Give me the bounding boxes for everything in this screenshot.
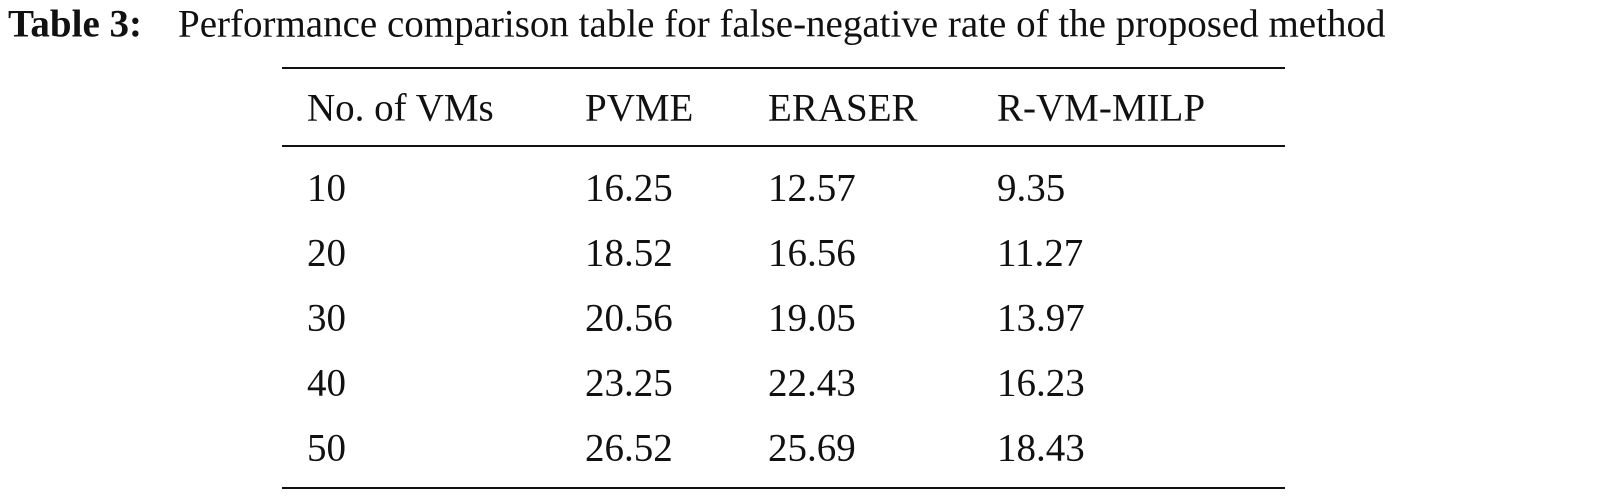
table-cell: 20.56 [585, 296, 673, 340]
table-cell: 19.05 [768, 296, 856, 340]
header-cell: PVME [585, 86, 694, 130]
table-cell: 11.27 [997, 231, 1084, 275]
table-cell: 16.56 [768, 231, 856, 275]
table-cell: 30 [307, 296, 346, 340]
table-cell: 50 [307, 426, 346, 470]
table-cell: 40 [307, 361, 346, 405]
table-cell: 18.52 [585, 231, 673, 275]
table-cell: 26.52 [585, 426, 673, 470]
table-cell: 13.97 [997, 296, 1085, 340]
table-cell: 16.25 [585, 166, 673, 210]
header-cell: R-VM-MILP [997, 86, 1206, 130]
table-cell: 20 [307, 231, 346, 275]
table-cell: 23.25 [585, 361, 673, 405]
header-cell: ERASER [768, 86, 918, 130]
table-cell: 9.35 [997, 166, 1066, 210]
table-cell: 16.23 [997, 361, 1085, 405]
caption-label: Table 3: [8, 2, 143, 46]
caption-text: Performance comparison table for false-n… [178, 2, 1386, 46]
table-cell: 18.43 [997, 426, 1085, 470]
top-rule [282, 67, 1285, 69]
table-cell: 22.43 [768, 361, 856, 405]
table-cell: 10 [307, 166, 346, 210]
table-cell: 25.69 [768, 426, 856, 470]
header-cell: No. of VMs [307, 86, 494, 130]
header-rule [282, 145, 1285, 147]
table-cell: 12.57 [768, 166, 856, 210]
bottom-rule [282, 487, 1285, 489]
